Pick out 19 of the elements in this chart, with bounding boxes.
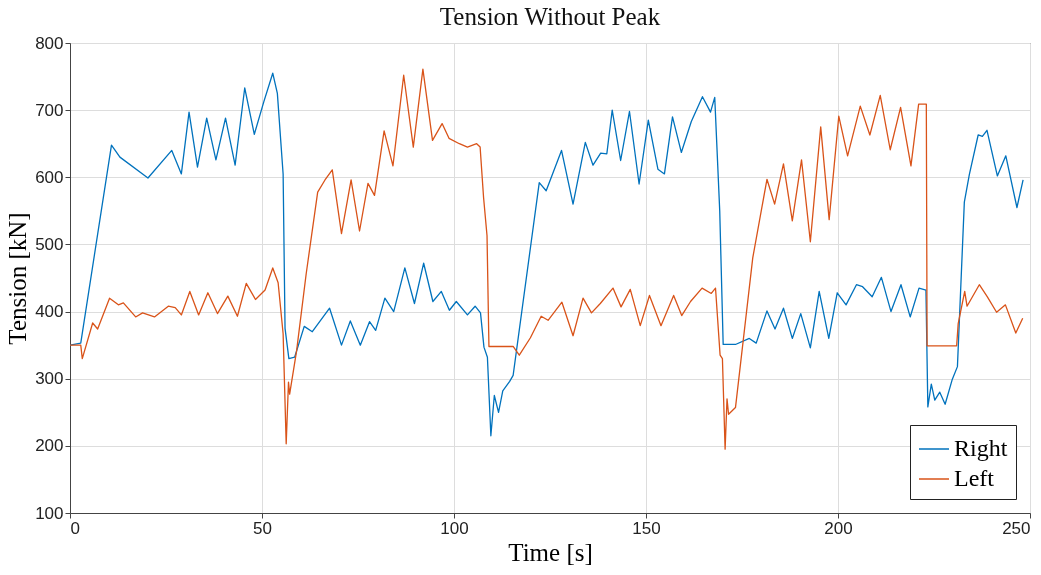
y-axis-title: Tension [kN]: [4, 212, 32, 345]
y-tick-label: 700: [35, 100, 64, 120]
y-tick-label: 200: [35, 436, 64, 456]
y-tick-label: 300: [35, 369, 64, 389]
y-tick-label: 500: [35, 234, 64, 254]
y-tick-label: 800: [35, 33, 64, 53]
x-axis-title: Time [s]: [508, 538, 593, 566]
y-tick-label: 100: [35, 503, 64, 523]
x-tick-label: 250: [1002, 518, 1031, 538]
legend-label: Left: [954, 465, 995, 491]
legend-label: Right: [954, 435, 1008, 461]
x-tick-label: 150: [632, 518, 661, 538]
chart-title: Tension Without Peak: [439, 3, 661, 30]
y-tick-label: 600: [35, 167, 64, 187]
x-tick-label: 50: [253, 518, 272, 538]
x-tick-label: 100: [440, 518, 469, 538]
x-tick-label: 200: [824, 518, 853, 538]
x-tick-label: 0: [70, 518, 80, 538]
y-tick-label: 400: [35, 302, 64, 322]
